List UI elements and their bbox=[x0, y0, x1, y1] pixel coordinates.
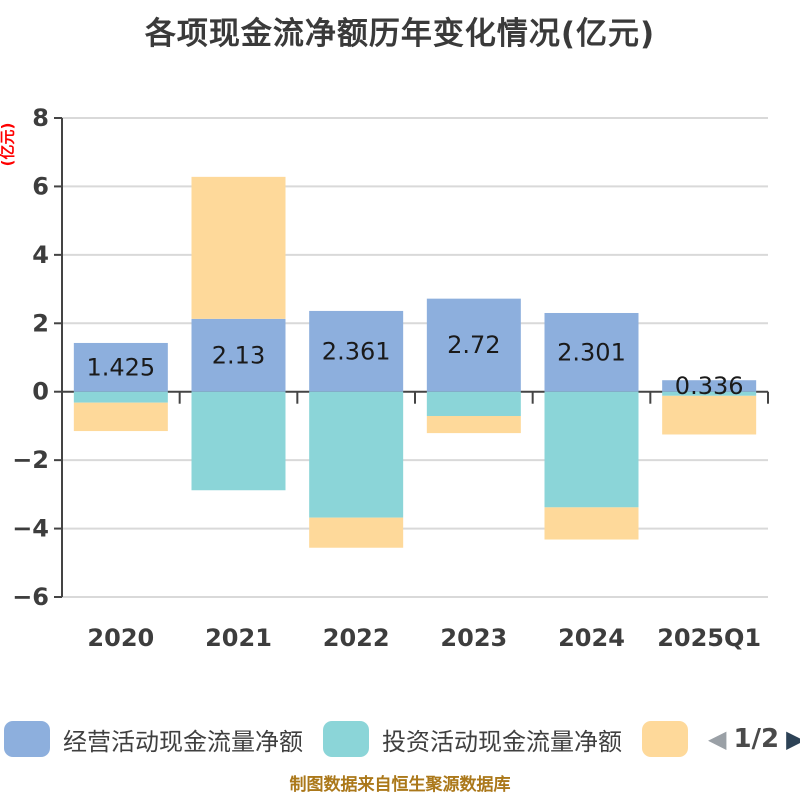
bar-value-label: 0.336 bbox=[675, 372, 744, 400]
legend-swatch-third-series[interactable] bbox=[642, 721, 688, 757]
legend-item-investing[interactable]: 投资活动现金流量净额 bbox=[323, 721, 622, 757]
bar-segment-2020-s0[interactable] bbox=[73, 342, 168, 392]
legend-next-page-icon[interactable]: ▶ bbox=[786, 725, 800, 753]
bar-value-label: 2.301 bbox=[557, 338, 626, 366]
legend-label-operating: 经营活动现金流量净额 bbox=[63, 727, 303, 756]
y-tick-label: −2 bbox=[12, 446, 49, 474]
legend-swatch-investing[interactable] bbox=[323, 721, 369, 757]
y-tick-label: 0 bbox=[32, 378, 49, 406]
x-tick-label-2025Q1: 2025Q1 bbox=[657, 624, 761, 652]
bar-segment-2025Q1-s0[interactable] bbox=[662, 380, 757, 392]
legend: 经营活动现金流量净额 投资活动现金流量净额 ◀ 1/2 ▶ bbox=[4, 719, 800, 759]
bar-value-label: 2.13 bbox=[212, 341, 265, 369]
bar-segment-2020-s2[interactable] bbox=[73, 402, 168, 432]
bar-segment-2021-s1[interactable] bbox=[191, 391, 286, 491]
bar-segment-2024-s1[interactable] bbox=[544, 391, 639, 508]
bar-segment-2025Q1-s2[interactable] bbox=[662, 395, 757, 435]
x-tick-label-2020: 2020 bbox=[87, 624, 154, 652]
y-tick-label: 2 bbox=[32, 309, 49, 337]
bar-segment-2022-s2[interactable] bbox=[309, 517, 404, 548]
x-tick-label-2024: 2024 bbox=[558, 624, 625, 652]
bar-segment-2022-s0[interactable] bbox=[309, 310, 404, 392]
y-tick-label: −6 bbox=[12, 583, 49, 611]
bar-segment-2020-s1[interactable] bbox=[73, 391, 168, 403]
y-tick-label: 8 bbox=[32, 104, 49, 132]
bar-value-label: 2.72 bbox=[447, 331, 500, 359]
legend-pager: ◀ 1/2 ▶ bbox=[708, 724, 800, 754]
y-tick-label: 6 bbox=[32, 172, 49, 200]
legend-label-investing: 投资活动现金流量净额 bbox=[382, 727, 622, 756]
bar-value-label: 2.361 bbox=[322, 337, 391, 365]
bar-segment-2024-s2[interactable] bbox=[544, 507, 639, 540]
legend-swatch-operating[interactable] bbox=[4, 721, 50, 757]
bar-segment-2023-s0[interactable] bbox=[426, 298, 521, 392]
y-tick-label: 4 bbox=[32, 241, 49, 269]
legend-item-operating[interactable]: 经营活动现金流量净额 bbox=[4, 721, 303, 757]
bar-segment-2023-s1[interactable] bbox=[426, 391, 521, 417]
bar-segment-2025Q1-s1[interactable] bbox=[662, 391, 757, 396]
bar-segment-2021-s2[interactable] bbox=[191, 176, 286, 319]
y-tick-label: −4 bbox=[12, 515, 49, 543]
bar-chart-plot: 8 6 4 2 0 −2 −4 −6 1.425 2020 2.13 2021 2.361 2022 2.7… bbox=[12, 104, 769, 652]
chart-title: 各项现金流净额历年变化情况(亿元) bbox=[144, 16, 656, 52]
x-tick-label-2023: 2023 bbox=[440, 624, 507, 652]
bar-segment-2023-s2[interactable] bbox=[426, 416, 521, 434]
bar-segment-2024-s0[interactable] bbox=[544, 312, 639, 392]
legend-item-third-series[interactable] bbox=[642, 721, 688, 757]
x-tick-label-2022: 2022 bbox=[323, 624, 390, 652]
bar-segment-2021-s0[interactable] bbox=[191, 318, 286, 392]
legend-prev-page-icon[interactable]: ◀ bbox=[708, 725, 727, 753]
legend-page-indicator: 1/2 bbox=[733, 724, 780, 754]
data-source-credit: 制图数据来自恒生聚源数据库 bbox=[289, 775, 511, 795]
bar-value-label: 1.425 bbox=[86, 353, 155, 381]
bar-segment-2022-s1[interactable] bbox=[309, 391, 404, 518]
x-tick-label-2021: 2021 bbox=[205, 624, 272, 652]
